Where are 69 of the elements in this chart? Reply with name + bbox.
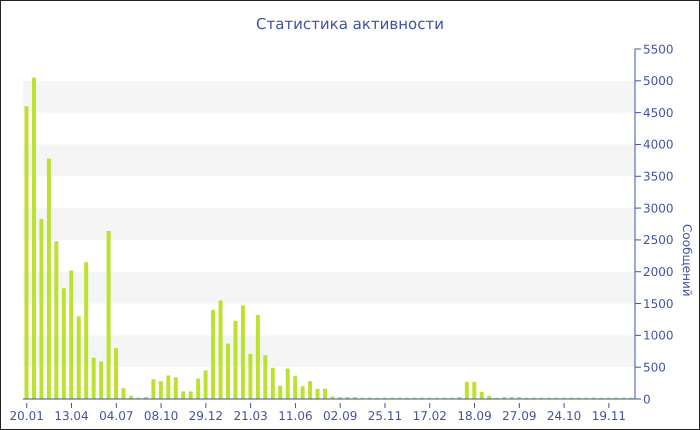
- bar: [166, 375, 170, 399]
- bar: [204, 370, 208, 399]
- bar: [39, 218, 44, 399]
- bar: [122, 388, 126, 399]
- bar: [32, 78, 36, 399]
- x-tick-label: 20.01: [10, 409, 44, 423]
- bar: [263, 355, 268, 399]
- x-tick-label: 19.11: [592, 409, 626, 423]
- bar: [308, 381, 312, 399]
- y-tick-label: 2000: [643, 264, 674, 279]
- y-tick-label: 2500: [643, 233, 674, 248]
- bar: [256, 315, 260, 399]
- bar: [188, 391, 193, 399]
- bar: [226, 344, 230, 399]
- y-tick-label: 4000: [643, 138, 674, 152]
- bar: [158, 381, 163, 399]
- bar: [114, 348, 118, 399]
- bar: [218, 300, 223, 399]
- bar: [480, 392, 484, 399]
- bar: [293, 376, 298, 399]
- bar: [76, 316, 81, 399]
- bar: [54, 241, 58, 399]
- bar: [92, 358, 96, 399]
- bar: [248, 354, 252, 399]
- x-tick-label: 27.09: [502, 409, 536, 423]
- x-tick-label: 24.10: [546, 409, 582, 423]
- y-tick-label: 3000: [643, 201, 674, 216]
- bar: [300, 386, 305, 399]
- bar: [464, 382, 469, 399]
- y-tick-label: 5500: [643, 42, 674, 56]
- x-tick-label: 17.02: [412, 409, 447, 423]
- x-tick-label: 21.03: [233, 409, 268, 423]
- bar: [84, 262, 88, 399]
- y-tick-label: 500: [643, 360, 666, 374]
- x-tick-label: 08.10: [144, 409, 178, 423]
- bar: [286, 368, 290, 399]
- x-tick-label: 25.11: [368, 409, 402, 423]
- bar: [270, 368, 275, 399]
- bar: [69, 270, 74, 399]
- y-tick-label: 5000: [643, 74, 674, 88]
- x-tick-label: 02.09: [323, 409, 358, 423]
- x-tick-label: 04.07: [99, 409, 134, 423]
- chart-title: Статистика активности: [255, 15, 445, 33]
- bar: [196, 378, 200, 399]
- x-tick-label: 29.12: [188, 409, 224, 423]
- bar: [24, 106, 28, 399]
- bar: [316, 388, 320, 399]
- x-tick-label: 18.09: [457, 409, 492, 423]
- y-tick-label: 1000: [643, 328, 674, 343]
- bar: [151, 379, 156, 399]
- y-tick-label: 1500: [643, 296, 674, 311]
- bar: [46, 158, 51, 399]
- y-tick-label: 0: [643, 392, 651, 406]
- x-tick-label: 13.04: [54, 409, 89, 423]
- y-tick-label: 3500: [643, 170, 674, 184]
- bar: [181, 391, 186, 399]
- bar: [174, 377, 178, 399]
- bar: [211, 310, 216, 399]
- x-tick-label: 11.06: [278, 409, 313, 423]
- y-tick-label: 4500: [643, 106, 674, 120]
- bar: [99, 361, 104, 399]
- bar: [472, 382, 476, 399]
- y-axis-title: Сообщений: [680, 224, 694, 297]
- bar: [323, 388, 328, 399]
- bar: [233, 320, 238, 399]
- bar: [278, 386, 282, 399]
- bar: [106, 231, 111, 399]
- bar: [240, 305, 245, 399]
- bar: [62, 288, 66, 399]
